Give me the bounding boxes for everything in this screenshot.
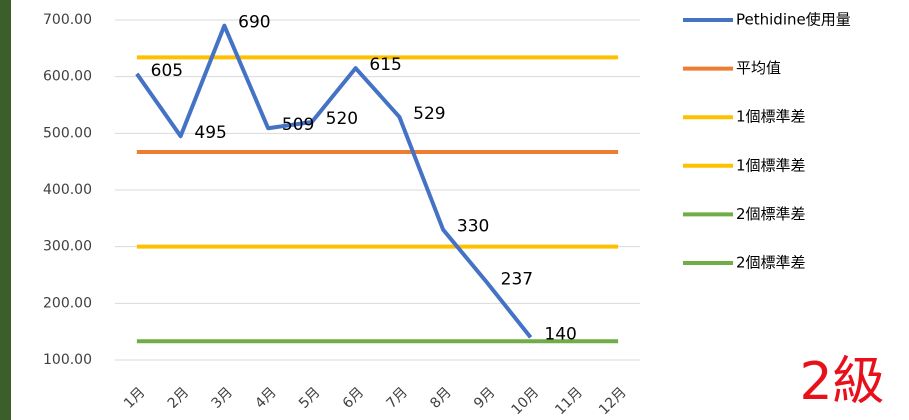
x-tick-label: 10月 xyxy=(508,384,542,418)
x-tick-label: 9月 xyxy=(471,384,499,412)
x-tick-label: 5月 xyxy=(296,384,324,412)
data-label: 140 xyxy=(544,324,576,344)
plot-area xyxy=(135,23,619,344)
annotation: 2級 xyxy=(799,352,884,412)
side-strip xyxy=(0,0,11,420)
series-line xyxy=(135,23,533,339)
data-label: 690 xyxy=(238,13,270,33)
legend-label: 2個標準差 xyxy=(736,254,806,272)
x-tick-label: 8月 xyxy=(427,384,455,412)
x-tick-label: 4月 xyxy=(252,384,280,412)
x-tick-label: 1月 xyxy=(121,384,149,412)
data-label: 330 xyxy=(457,217,489,237)
data-label: 237 xyxy=(501,269,533,289)
legend-label: 1個標準差 xyxy=(736,156,806,174)
x-tick-label: 6月 xyxy=(340,384,368,412)
x-tick-label: 2月 xyxy=(165,384,193,412)
y-tick-label: 300.00 xyxy=(43,239,92,255)
legend-label: 平均值 xyxy=(736,59,781,77)
x-tick-label: 3月 xyxy=(209,384,237,412)
x-tick-label: 11月 xyxy=(552,384,586,418)
legend-label: 1個標準差 xyxy=(736,108,806,126)
y-tick-label: 700.00 xyxy=(43,12,92,28)
legend-label: Pethidine使用量 xyxy=(736,11,851,29)
data-label: 509 xyxy=(282,115,314,135)
y-tick-label: 400.00 xyxy=(43,182,92,198)
data-label: 529 xyxy=(413,104,445,124)
data-label: 520 xyxy=(326,109,358,129)
y-tick-label: 100.00 xyxy=(43,352,92,368)
y-tick-label: 500.00 xyxy=(43,125,92,141)
data-label: 605 xyxy=(151,61,183,81)
y-tick-label: 200.00 xyxy=(43,295,92,311)
data-label: 495 xyxy=(194,123,226,143)
y-tick-label: 600.00 xyxy=(43,69,92,85)
x-tick-label: 7月 xyxy=(384,384,412,412)
data-label: 615 xyxy=(369,55,401,75)
x-tick-label: 12月 xyxy=(596,384,630,418)
legend-label: 2個標準差 xyxy=(736,205,806,223)
